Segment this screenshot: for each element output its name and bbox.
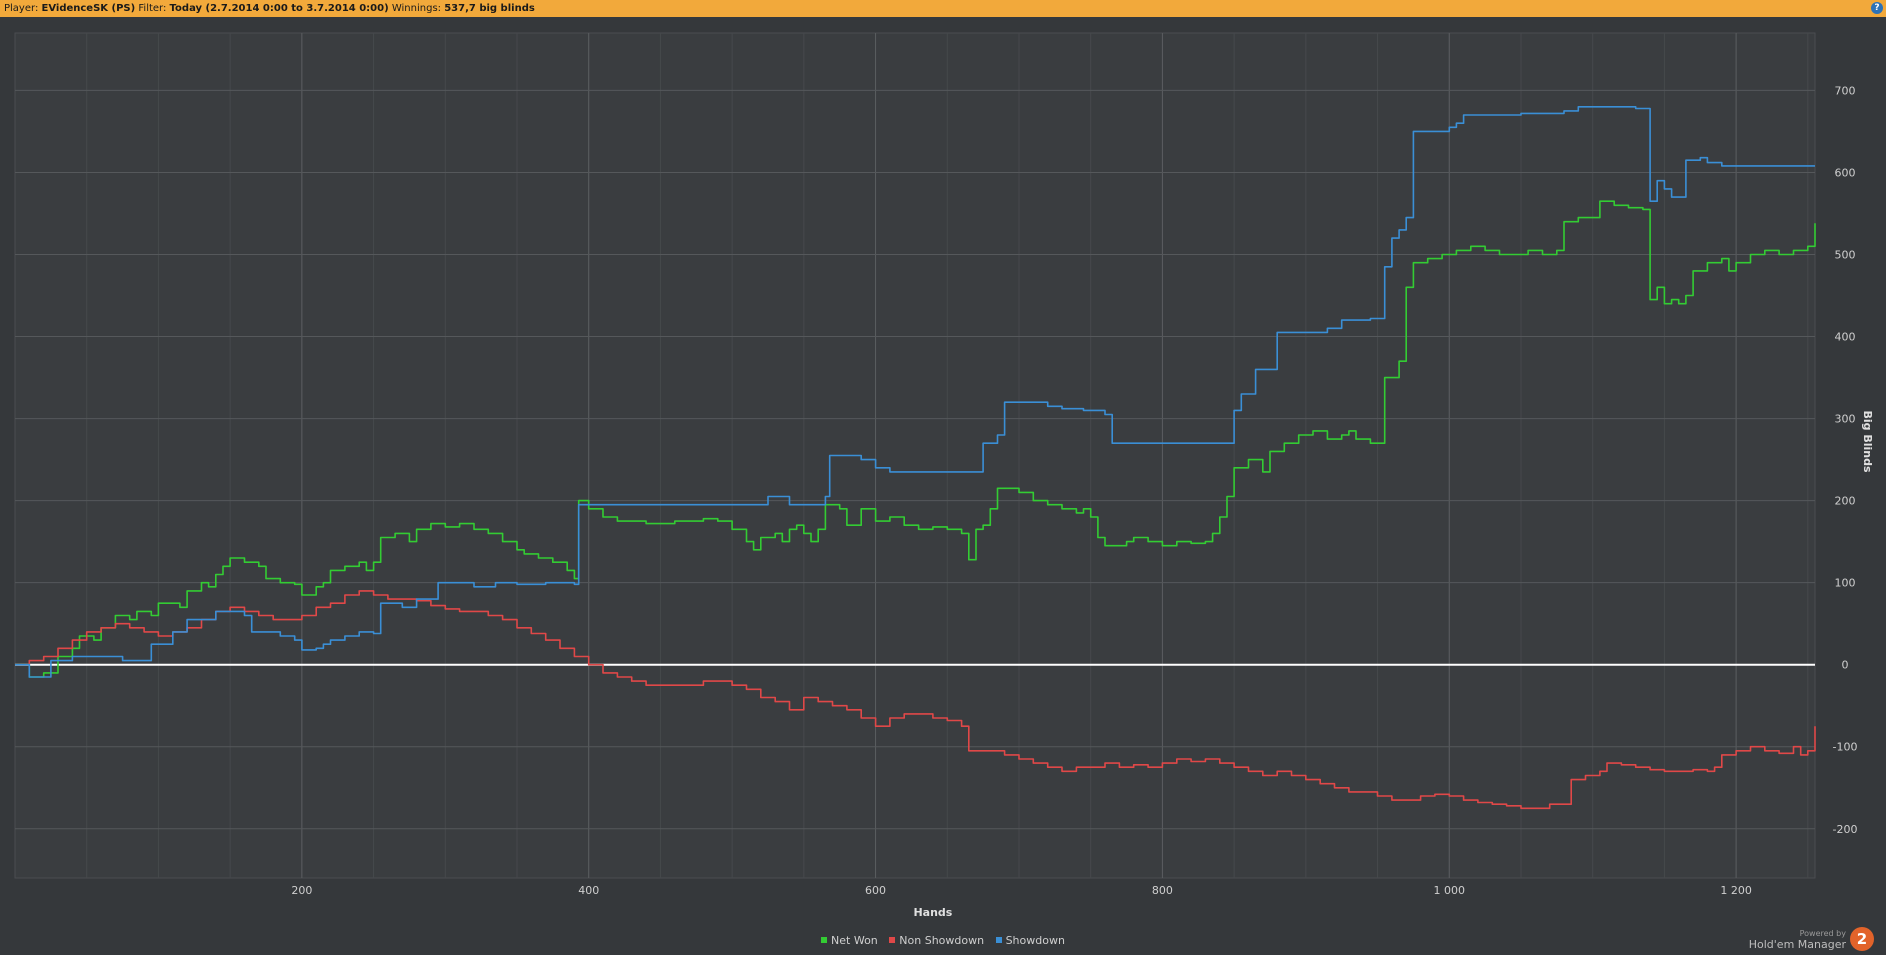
winnings-chart[interactable]: 200 400 600 800 1 000 1 200 700 600 500 400 300 200…	[0, 17, 1886, 932]
legend-swatch-non-showdown	[889, 937, 896, 943]
y-tick-label: 200	[1835, 495, 1856, 508]
y-tick-label: -200	[1833, 823, 1858, 836]
legend-label-net-won: Net Won	[831, 934, 878, 947]
x-tick-label: 600	[865, 884, 886, 897]
legend-item-net-won[interactable]: Net Won	[821, 934, 878, 947]
series-lines	[15, 106, 1816, 810]
y-tick-label: -100	[1833, 741, 1858, 754]
legend-swatch-net-won	[821, 937, 828, 943]
logo-icon: 2	[1850, 927, 1874, 951]
legend-item-non-showdown[interactable]: Non Showdown	[889, 934, 984, 947]
grid-lines	[15, 33, 1815, 878]
legend-swatch-showdown	[995, 937, 1002, 943]
y-tick-label: 500	[1835, 249, 1856, 262]
x-tick-label: 1 200	[1720, 884, 1752, 897]
info-bar: Player: EVidenceSK (PS) Filter: Today (2…	[0, 0, 1886, 17]
y-tick-label: 700	[1835, 84, 1856, 97]
y-tick-label: 0	[1842, 659, 1849, 672]
legend-label-non-showdown: Non Showdown	[899, 934, 985, 947]
x-tick-label: 200	[291, 884, 312, 897]
x-tick-label: 400	[578, 884, 599, 897]
filter-value[interactable]: Today (2.7.2014 0:00 to 3.7.2014 0:00)	[169, 3, 389, 14]
player-value: EVidenceSK (PS)	[41, 3, 136, 14]
winnings-label: Winnings:	[391, 3, 442, 14]
plot-area	[14, 32, 1816, 879]
x-axis-title: Hands	[913, 906, 952, 919]
powered-by-text: Powered by	[1799, 929, 1846, 938]
filter-label: Filter:	[138, 3, 167, 14]
x-tick-label: 1 000	[1434, 884, 1466, 897]
legend: Net Won Non Showdown Showdown	[0, 934, 1886, 947]
y-tick-label: 300	[1835, 413, 1856, 426]
winnings-value: 537,7 big blinds	[444, 3, 535, 14]
axes: 200 400 600 800 1 000 1 200 700 600 500 400 300 200…	[15, 84, 1874, 919]
series-line-non-showdown	[15, 590, 1816, 810]
product-name: Hold'em Manager	[1748, 938, 1846, 951]
x-tick-label: 800	[1152, 884, 1173, 897]
legend-label-showdown: Showdown	[1005, 934, 1065, 947]
y-tick-label: 600	[1835, 166, 1856, 179]
branding: Powered by Hold'em Manager 2	[1749, 925, 1874, 951]
series-line-showdown	[15, 106, 1815, 678]
legend-item-showdown[interactable]: Showdown	[995, 934, 1065, 947]
player-label: Player:	[4, 3, 39, 14]
y-tick-label: 400	[1835, 331, 1856, 344]
y-tick-label: 100	[1835, 577, 1856, 590]
series-line-net-won	[15, 200, 1816, 678]
help-icon[interactable]: ?	[1871, 2, 1883, 14]
y-axis-title: Big Blinds	[1861, 410, 1874, 472]
